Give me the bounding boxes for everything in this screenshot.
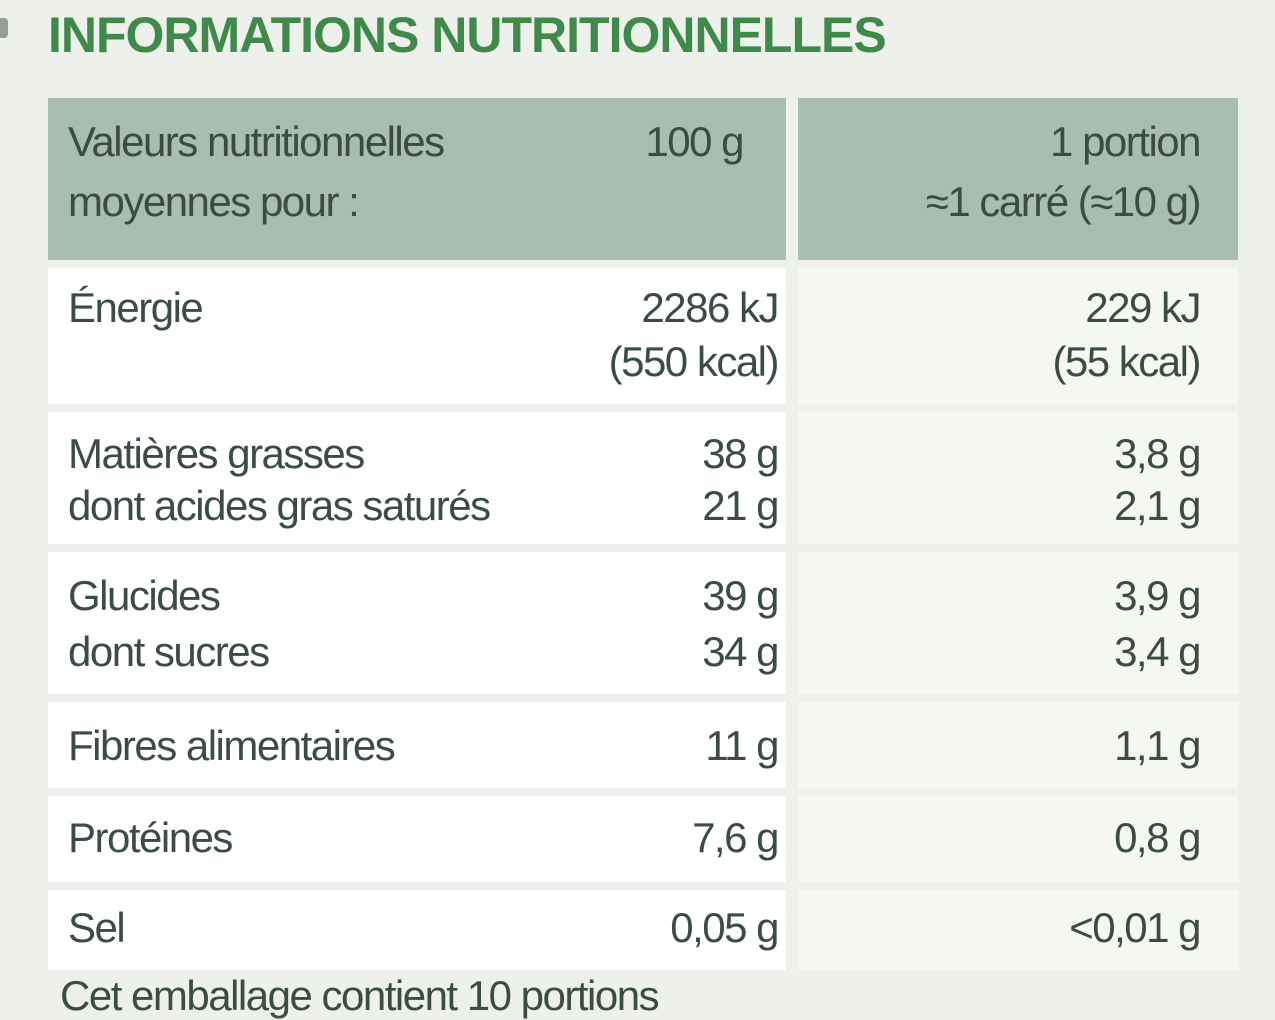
table-row: Sel 0,05 g <0,01 g (48, 890, 1238, 970)
row-label: Glucides (68, 572, 221, 619)
row-label: Matières grasses (68, 430, 365, 477)
row-value-100g: 38 g (702, 430, 779, 477)
table-row: Glucides 39 g 3,9 g dont sucres 34 g 3,4 g (48, 552, 1238, 694)
row-label: dont acides gras saturés (68, 482, 491, 529)
header-label-line1: Valeurs nutritionnelles (68, 118, 445, 165)
row-label: Sel (68, 904, 126, 951)
nutrition-table: Valeurs nutritionnelles 100 g 1 portion mo… (48, 98, 1238, 1003)
table-row: Matières grasses 38 g 3,8 g dont acides gr… (48, 412, 1238, 544)
row-value-100g: 7,6 g (692, 814, 779, 861)
row-value-portion: 3,4 g (1114, 628, 1201, 675)
header-col-portion-line1: 1 portion (1050, 118, 1201, 165)
row-value-portion: 3,8 g (1114, 430, 1201, 477)
row-value-100g: 21 g (702, 482, 779, 529)
row-value-portion: <0,01 g (1069, 904, 1201, 951)
row-value-100g: 0,05 g (670, 904, 779, 951)
edge-mark (0, 18, 8, 38)
table-header-row: Valeurs nutritionnelles 100 g 1 portion mo… (48, 98, 1238, 260)
row-label: Énergie (68, 284, 204, 331)
row-value-100g: 39 g (702, 572, 779, 619)
footer-note: Cet emballage contient 10 portions (60, 972, 660, 1019)
row-label: dont sucres (68, 628, 270, 675)
row-value-portion: 3,9 g (1114, 572, 1201, 619)
row-value-100g: 11 g (705, 722, 779, 769)
row-value-portion: 2,1 g (1114, 482, 1201, 529)
header-left-cell (48, 98, 786, 260)
row-value-100g: 2286 kJ (641, 284, 779, 331)
page-title: INFORMATIONS NUTRITIONNELLES (48, 7, 887, 63)
row-value-100g-sub: (550 kcal) (608, 338, 780, 385)
row-label: Fibres alimentaires (68, 722, 396, 769)
header-right-cell (798, 98, 1238, 260)
row-label: Protéines (68, 814, 233, 861)
table-row: Fibres alimentaires 11 g 1,1 g (48, 702, 1238, 788)
header-col-100g: 100 g (645, 118, 744, 165)
row-value-100g: 34 g (702, 628, 779, 675)
table-row: Énergie 2286 kJ 229 kJ (550 kcal) (55 kcal) (48, 268, 1238, 404)
row-value-portion: 1,1 g (1114, 722, 1201, 769)
table-row: Protéines 7,6 g 0,8 g (48, 796, 1238, 882)
row-value-portion: 0,8 g (1114, 814, 1201, 861)
header-label-line2: moyennes pour : (68, 178, 360, 225)
row-value-portion-sub: (55 kcal) (1052, 338, 1201, 385)
row-value-portion: 229 kJ (1085, 284, 1201, 331)
header-col-portion-line2: ≈1 carré (≈10 g) (925, 178, 1202, 225)
